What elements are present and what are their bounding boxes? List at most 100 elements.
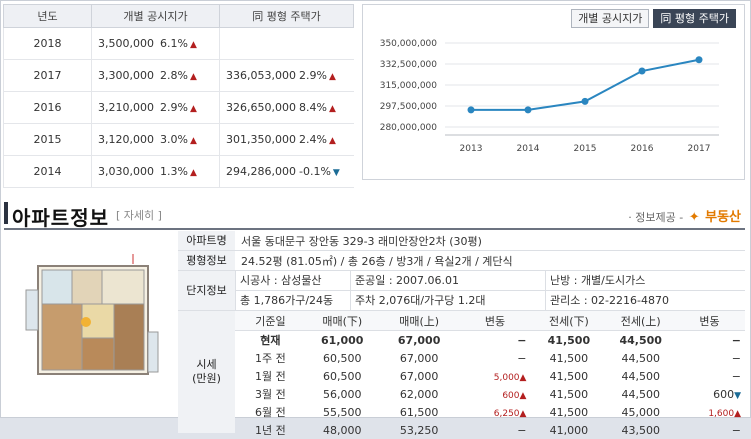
col-land-price: 개별 공시지가	[91, 4, 220, 28]
price-row: 2018 3,500,000 6.1% ▲	[3, 27, 354, 60]
sale-change-cell: −	[460, 331, 531, 350]
sale-low-cell: 60,500	[323, 369, 362, 383]
col-sale-low: 매매(下)	[305, 311, 379, 331]
lease-high-cell: 43,500	[621, 423, 660, 437]
market-price-row: 1월 전 60,500 67,000 5,000▲ 41,500 44,500 −	[235, 367, 745, 385]
price-row: 2017 3,300,000 2.8% ▲ 336,053,000 2.9% ▲	[3, 59, 354, 92]
house-price-cell: 301,350,000 2.4% ▲	[219, 123, 354, 156]
year-cell: 2016	[3, 91, 92, 124]
price-table-header: 년도 개별 공시지가 同 평형 주택가	[3, 4, 354, 28]
lease-high-cell: 44,500	[621, 369, 660, 383]
land-price-cell: 3,030,000 1.3% ▲	[91, 155, 220, 188]
date-cell: 현재	[260, 334, 281, 347]
house-price-cell: 336,053,000 2.9% ▲	[219, 59, 354, 92]
date-cell: 1주 전	[255, 352, 286, 365]
complex-details: 시공사 : 삼성물산 준공일 : 2007.06.01 난방 : 개별/도시가스…	[235, 271, 745, 310]
col-house-price: 同 평형 주택가	[219, 4, 354, 28]
apartment-info-table: 아파트명 서울 동대문구 장안동 329-3 래미안장안2차 (30평) 평형정…	[178, 231, 745, 439]
lease-change-cell: −	[674, 331, 745, 350]
chart-panel: 350,000,000 332,500,000 315,000,000 297,500…	[362, 4, 745, 180]
up-arrow-icon: ▲	[519, 408, 527, 419]
land-price: 3,120,000	[98, 133, 154, 146]
up-arrow-icon: ▲	[189, 168, 197, 178]
land-price-change: 1.3%	[159, 165, 188, 178]
label-market-price: 시세 (만원)	[178, 311, 235, 433]
sale-high-cell: 67,000	[399, 351, 439, 365]
change-value: −	[731, 333, 741, 347]
floorplan-image	[8, 236, 173, 411]
x-tick-label: 2017	[688, 144, 711, 154]
sale-high-cell: 67,000	[397, 333, 441, 347]
change-value: 600	[502, 390, 520, 401]
change-value: −	[517, 423, 527, 437]
market-price-row: 1년 전 48,000 53,250 − 41,000 43,500 −	[235, 421, 745, 439]
sale-low-cell: 55,500	[323, 405, 362, 419]
apartment-info-title: 아파트정보	[12, 206, 109, 230]
y-tick-label: 332,500,000	[380, 60, 438, 70]
sale-change-cell: 6,250▲	[460, 403, 531, 421]
market-price-table: 기준일 매매(下) 매매(上) 변동 전세(下) 전세(上) 변동 현재 61,0…	[235, 311, 745, 439]
up-arrow-icon: ▲	[734, 408, 741, 419]
house-price: 326,650,000	[226, 101, 296, 114]
house-price-cell: 326,650,000 8.4% ▲	[219, 91, 354, 124]
col-sale-change: 변동	[459, 311, 531, 331]
lease-change-cell: 1,600▲	[674, 403, 745, 421]
row-size: 평형정보 24.52평 (81.05㎡) / 총 26층 / 방3개 / 욕실2…	[178, 251, 745, 271]
x-tick-label: 2015	[574, 144, 597, 154]
market-price-header: 기준일 매매(下) 매매(上) 변동 전세(下) 전세(上) 변동	[235, 311, 745, 331]
completion-date: 준공일 : 2007.06.01	[350, 271, 545, 290]
y-tick-label: 350,000,000	[380, 39, 438, 49]
provider-brand: 부동산	[705, 210, 741, 225]
date-cell: 6월 전	[255, 406, 286, 419]
change-value: 5,000	[493, 372, 520, 383]
price-table: 년도 개별 공시지가 同 평형 주택가 2018 3,500,000 6.1% ▲ 20…	[3, 4, 354, 188]
lease-low-cell: 41,000	[549, 423, 589, 437]
tab-land-price[interactable]: 개별 공시지가	[571, 9, 650, 28]
house-price: 301,350,000	[226, 133, 296, 146]
up-arrow-icon: ▲	[189, 136, 197, 146]
price-row: 2016 3,210,000 2.9% ▲ 326,650,000 8.4% ▲	[3, 91, 354, 124]
row-market-price: 시세 (만원) 기준일 매매(下) 매매(上) 변동 전세(下) 전세(上) 변…	[178, 311, 745, 439]
data-point	[581, 97, 589, 105]
up-arrow-icon: ▲	[189, 72, 197, 82]
lease-change-cell: −	[674, 421, 745, 439]
price-row: 2014 3,030,000 1.3% ▲ 294,286,000 -0.1% ▼	[3, 155, 354, 188]
detail-link[interactable]: [ 자세히 ]	[116, 209, 162, 222]
complex-row-2: 총 1,786가구/24동 주차 2,076대/가구당 1.2대 관리소 : 0…	[235, 291, 745, 310]
tab-house-price[interactable]: 同 평형 주택가	[653, 9, 736, 28]
title-accent	[4, 202, 8, 224]
change-value: 1,600	[708, 408, 735, 419]
land-price: 3,030,000	[98, 165, 154, 178]
y-tick-label: 280,000,000	[380, 123, 438, 133]
sale-high-cell: 53,250	[399, 423, 439, 437]
sale-high-cell: 61,500	[399, 405, 439, 419]
change-value: −	[517, 333, 527, 347]
date-cell: 1월 전	[255, 370, 286, 383]
x-tick-label: 2014	[517, 144, 540, 154]
label-size: 평형정보	[178, 251, 235, 270]
col-lease-low: 전세(下)	[530, 311, 608, 331]
market-price-label: 시세	[196, 358, 217, 371]
col-sale-high: 매매(上)	[378, 311, 460, 331]
land-price-cell: 3,210,000 2.9% ▲	[91, 91, 220, 124]
lease-high-cell: 44,500	[619, 333, 662, 347]
builder: 시공사 : 삼성물산	[235, 271, 350, 290]
land-price-change: 2.9%	[159, 101, 188, 114]
sale-change-cell: −	[460, 421, 531, 439]
year-cell: 2018	[3, 27, 92, 60]
year-cell: 2015	[3, 123, 92, 156]
sale-high-cell: 67,000	[399, 369, 439, 383]
x-tick-label: 2013	[460, 144, 483, 154]
change-value: −	[731, 423, 741, 437]
sale-high-cell: 62,000	[399, 387, 439, 401]
lease-low-cell: 41,500	[549, 387, 589, 401]
land-price-cell: 3,120,000 3.0% ▲	[91, 123, 220, 156]
sale-low-cell: 48,000	[323, 423, 362, 437]
change-value: −	[731, 369, 741, 383]
land-price-cell: 3,500,000 6.1% ▲	[91, 27, 220, 60]
land-price-change: 6.1%	[159, 37, 188, 50]
lease-change-cell: −	[674, 367, 745, 385]
y-tick-label: 297,500,000	[380, 102, 438, 112]
households: 총 1,786가구/24동	[235, 291, 350, 310]
house-price-cell	[219, 27, 354, 60]
